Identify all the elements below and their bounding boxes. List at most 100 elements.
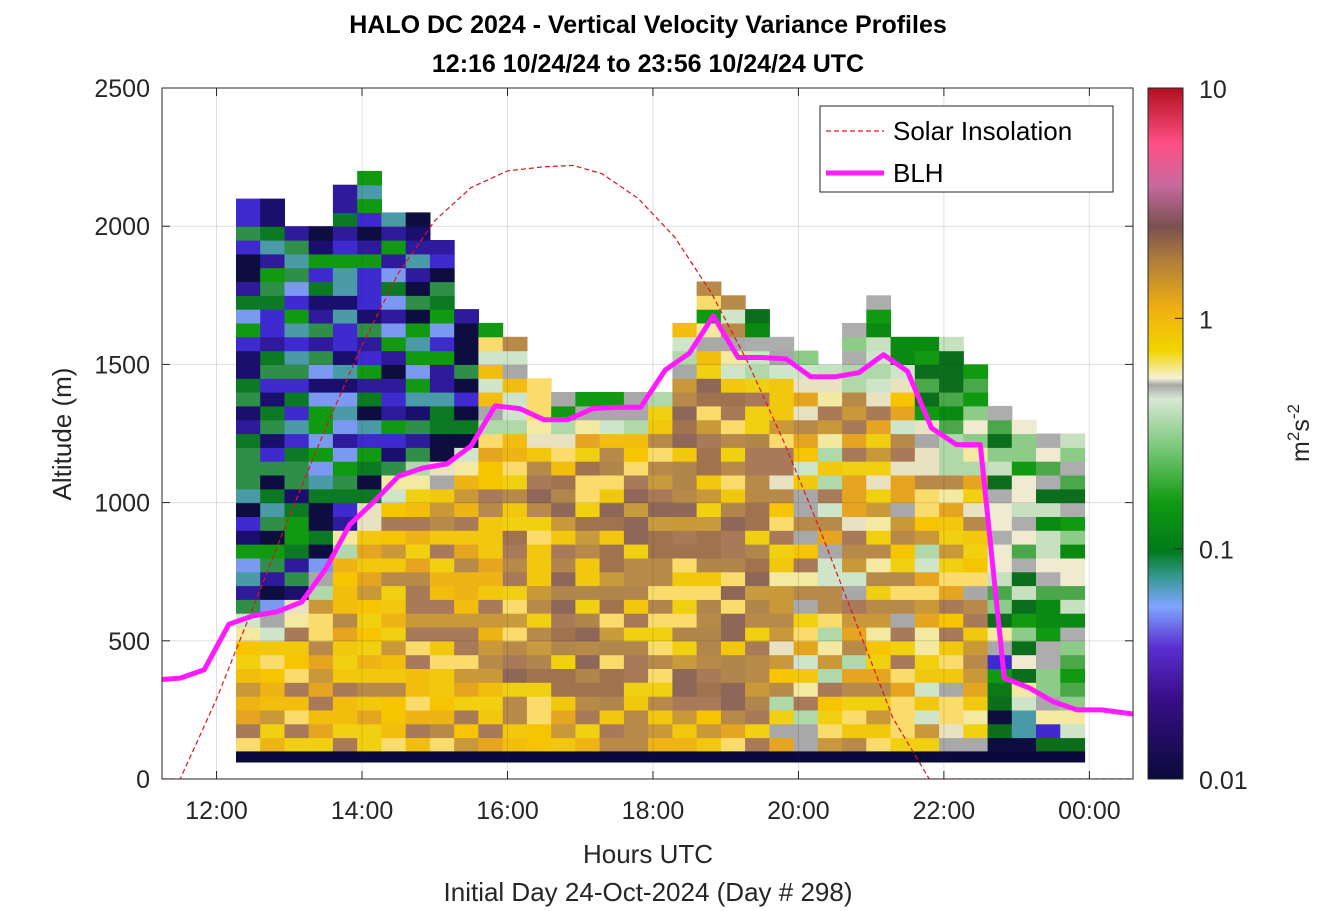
heatmap-cell — [987, 737, 1013, 752]
heatmap-cell — [405, 557, 431, 573]
heatmap-cell — [648, 696, 673, 711]
heatmap-cell — [599, 709, 625, 725]
heatmap-cell — [429, 447, 455, 462]
heatmap-cell — [745, 336, 770, 352]
heatmap-cell — [939, 654, 964, 669]
heatmap-cell — [551, 668, 576, 683]
heatmap-cell — [478, 585, 504, 600]
heatmap-cell — [914, 350, 940, 365]
heatmap-cell — [1060, 544, 1086, 559]
heatmap-cell — [236, 378, 261, 393]
heatmap-cell — [260, 488, 285, 504]
heatmap-cell — [284, 475, 310, 490]
heatmap-cell — [454, 627, 479, 642]
heatmap-cell — [599, 668, 625, 683]
heatmap-cell — [963, 447, 989, 462]
heatmap-cell — [939, 350, 964, 365]
heatmap-cell — [478, 709, 504, 725]
legend-box — [819, 105, 1114, 193]
heatmap-cell — [696, 516, 722, 531]
heatmap-cell — [696, 378, 722, 393]
heatmap-cell — [599, 488, 625, 504]
heatmap-cell — [405, 405, 431, 421]
heatmap-cell — [817, 544, 843, 559]
heatmap-cell — [357, 682, 382, 697]
heatmap-cell — [769, 488, 795, 504]
colorbar-tick-label: 0.01 — [1199, 767, 1248, 795]
heatmap-cell — [720, 309, 746, 324]
heatmap-cell — [526, 709, 552, 725]
heatmap-cell — [454, 530, 479, 545]
heatmap-cell — [745, 585, 770, 600]
heatmap-cell — [236, 599, 261, 614]
heatmap-cell — [648, 392, 673, 407]
heatmap-cell — [793, 613, 819, 628]
heatmap-cell — [793, 599, 819, 614]
heatmap-cell — [696, 392, 722, 407]
heatmap-cell — [260, 502, 285, 517]
heatmap-cell — [963, 737, 989, 752]
plot-frame — [161, 87, 1134, 780]
heatmap-cell — [405, 364, 431, 379]
heatmap-cell — [405, 668, 431, 683]
heatmap-cell — [284, 267, 310, 283]
heatmap-cell — [429, 613, 455, 628]
heatmap-cell — [648, 488, 673, 504]
y-tick-label: 500 — [108, 628, 150, 656]
heatmap-cell — [842, 433, 867, 448]
heatmap-cell — [939, 737, 964, 752]
heatmap-cell — [793, 682, 819, 697]
heatmap-cell — [236, 516, 261, 531]
heatmap-cell — [623, 627, 649, 642]
heatmap-cell — [1060, 461, 1086, 476]
heatmap-cell — [502, 585, 528, 600]
heatmap-cell — [526, 613, 552, 628]
heatmap-cell — [284, 502, 310, 517]
heatmap-cell — [817, 378, 843, 393]
heatmap-cell — [260, 212, 285, 227]
heatmap-cell — [381, 571, 407, 587]
heatmap-cell — [793, 709, 819, 725]
heatmap-cell — [987, 599, 1013, 614]
heatmap-cell — [284, 226, 310, 241]
heatmap-cell — [284, 433, 310, 448]
heatmap-cell — [720, 419, 746, 435]
heatmap-cell — [599, 475, 625, 490]
heatmap-cell — [575, 709, 601, 725]
heatmap-cell — [890, 336, 916, 352]
heatmap-cell — [866, 530, 892, 545]
heatmap-cell — [526, 488, 552, 504]
heatmap-cell — [623, 544, 649, 559]
heatmap-cell — [648, 654, 673, 669]
heatmap-cell — [575, 502, 601, 517]
heatmap-cell — [381, 461, 407, 476]
heatmap-cell — [939, 599, 964, 614]
heatmap-cell — [939, 419, 964, 435]
heatmap-cell — [332, 696, 358, 711]
heatmap-cell — [551, 392, 576, 407]
heatmap-cell — [817, 613, 843, 628]
heatmap-cell — [478, 392, 504, 407]
line-series — [162, 164, 1133, 779]
heatmap-cell — [332, 322, 358, 338]
heatmap-cell — [260, 198, 285, 213]
heatmap-cell — [648, 668, 673, 683]
heatmap-cell — [866, 502, 892, 517]
heatmap-cell — [866, 516, 892, 531]
heatmap-cell — [817, 447, 843, 462]
heatmap-cell — [357, 281, 382, 296]
heatmap-cell — [332, 212, 358, 227]
heatmap-cell — [454, 502, 479, 517]
heatmap-cell — [381, 557, 407, 573]
heatmap-cell — [308, 585, 334, 600]
heatmap-cell — [405, 240, 431, 255]
heatmap-cell — [429, 571, 455, 587]
heatmap-cell — [623, 585, 649, 600]
heatmap-cell — [866, 322, 892, 338]
heatmap-cell — [381, 668, 407, 683]
heatmap-cell — [720, 433, 746, 448]
heatmap-cell — [260, 336, 285, 352]
heatmap-cell — [526, 668, 552, 683]
heatmap-cell — [720, 461, 746, 476]
heatmap-cell — [720, 516, 746, 531]
